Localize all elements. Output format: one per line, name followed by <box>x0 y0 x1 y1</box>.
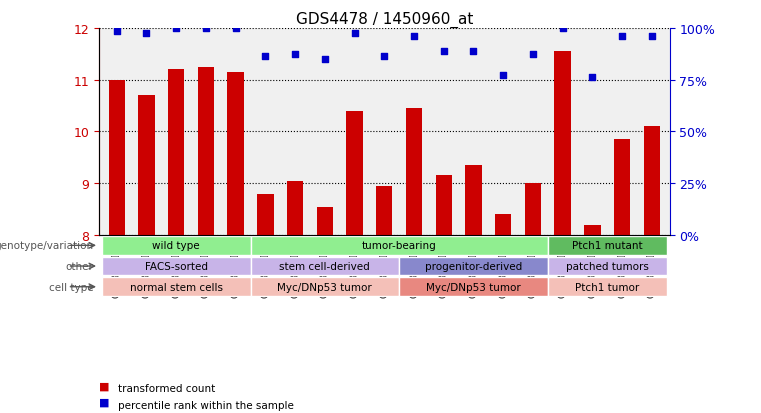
Point <box>230 26 242 32</box>
Bar <box>257 194 273 235</box>
Point <box>497 72 509 78</box>
Bar <box>228 73 244 235</box>
FancyBboxPatch shape <box>102 257 250 276</box>
Text: other: other <box>65 261 94 271</box>
Bar <box>346 112 363 235</box>
Text: FACS-sorted: FACS-sorted <box>145 261 208 271</box>
Text: ■: ■ <box>99 380 110 390</box>
FancyBboxPatch shape <box>400 278 548 297</box>
Text: progenitor-derived: progenitor-derived <box>425 261 522 271</box>
Point <box>586 75 598 81</box>
FancyBboxPatch shape <box>250 278 400 297</box>
Point <box>170 26 183 32</box>
Bar <box>287 181 304 235</box>
FancyBboxPatch shape <box>102 278 250 297</box>
Point <box>616 33 629 40</box>
FancyBboxPatch shape <box>102 236 250 255</box>
Bar <box>109 81 125 235</box>
Bar <box>584 225 600 235</box>
Point <box>646 33 658 40</box>
Text: Ptch1 tumor: Ptch1 tumor <box>575 282 639 292</box>
Text: genotype/variation: genotype/variation <box>0 241 94 251</box>
Bar <box>465 166 482 235</box>
FancyBboxPatch shape <box>250 257 400 276</box>
Bar <box>555 52 571 235</box>
Text: ■: ■ <box>99 397 110 407</box>
Text: cell type: cell type <box>49 282 94 292</box>
Text: Myc/DNp53 tumor: Myc/DNp53 tumor <box>426 282 521 292</box>
FancyBboxPatch shape <box>548 257 667 276</box>
Bar <box>376 186 393 235</box>
Text: wild type: wild type <box>152 241 200 251</box>
Point <box>319 57 331 63</box>
Title: GDS4478 / 1450960_at: GDS4478 / 1450960_at <box>295 12 473 28</box>
Text: normal stem cells: normal stem cells <box>129 282 223 292</box>
Point <box>556 26 568 32</box>
Text: tumor-bearing: tumor-bearing <box>361 241 437 251</box>
Point <box>110 28 123 35</box>
Point <box>289 51 301 58</box>
Point <box>260 54 272 61</box>
Point <box>408 33 420 40</box>
Point <box>349 31 361 37</box>
Text: stem cell-derived: stem cell-derived <box>279 261 371 271</box>
Text: Ptch1 mutant: Ptch1 mutant <box>572 241 642 251</box>
FancyBboxPatch shape <box>250 236 548 255</box>
Bar <box>317 207 333 235</box>
Bar <box>139 96 154 235</box>
Bar <box>495 215 511 235</box>
Bar <box>435 176 452 235</box>
FancyBboxPatch shape <box>548 278 667 297</box>
Point <box>467 49 479 55</box>
Point <box>140 31 152 37</box>
Bar <box>644 127 660 235</box>
Bar <box>525 184 541 235</box>
Text: percentile rank within the sample: percentile rank within the sample <box>118 400 294 410</box>
Text: Myc/DNp53 tumor: Myc/DNp53 tumor <box>278 282 372 292</box>
FancyBboxPatch shape <box>548 236 667 255</box>
Point <box>200 26 212 32</box>
FancyBboxPatch shape <box>400 257 548 276</box>
Point <box>438 49 450 55</box>
Bar <box>198 68 214 235</box>
Bar <box>614 140 630 235</box>
Bar <box>168 70 184 235</box>
Text: patched tumors: patched tumors <box>566 261 648 271</box>
Point <box>378 54 390 61</box>
Bar <box>406 109 422 235</box>
Text: transformed count: transformed count <box>118 383 215 393</box>
Point <box>527 51 539 58</box>
